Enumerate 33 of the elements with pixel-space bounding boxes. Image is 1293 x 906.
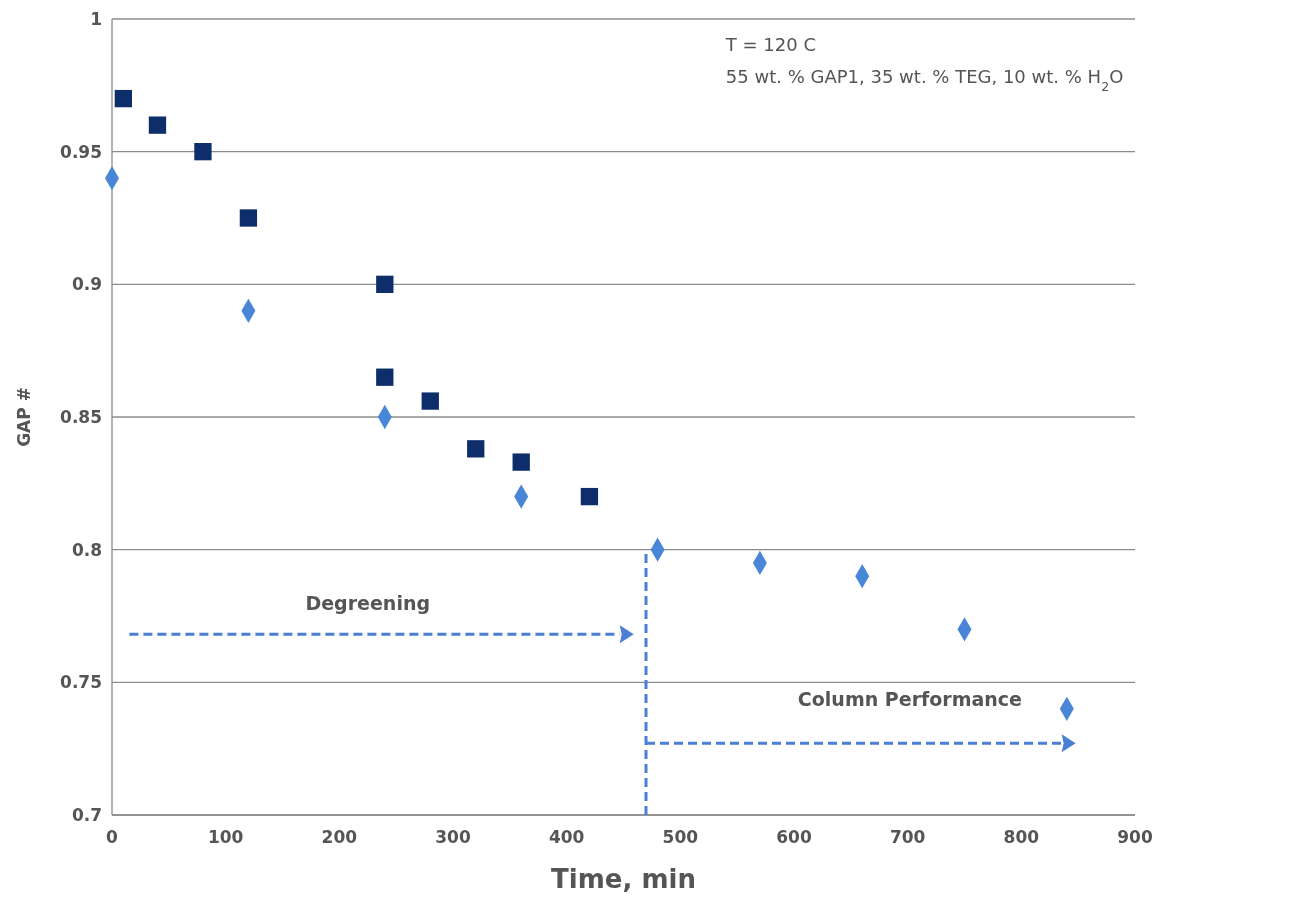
point — [512, 453, 530, 471]
point — [376, 275, 394, 293]
y-axis-title: GAP # — [14, 387, 34, 447]
point — [376, 368, 394, 386]
x-tick-label: 100 — [207, 827, 244, 847]
x-tick-label: 800 — [1003, 827, 1040, 847]
point — [114, 89, 133, 108]
y-tick-label: 0.7 — [71, 804, 102, 825]
annotation: 55 wt. % GAP1, 35 wt. % TEG, 10 wt. % H$_{2}$O — [725, 66, 1124, 94]
y-tick-label: 0.85 — [60, 406, 102, 427]
point — [239, 209, 258, 227]
point — [580, 487, 599, 506]
y-tick-label: 1 — [90, 8, 102, 29]
x-tick-label: 0 — [106, 827, 119, 847]
y-tick-label: 0.75 — [60, 672, 102, 693]
annotation: Degreening — [305, 592, 431, 615]
point — [467, 440, 485, 458]
point — [421, 392, 439, 410]
point — [194, 143, 212, 161]
x-tick-label: 400 — [548, 827, 585, 847]
x-tick-label: 900 — [1117, 827, 1153, 847]
point — [148, 116, 167, 134]
y-tick-label: 0.9 — [71, 274, 102, 295]
y-tick-label: 0.95 — [60, 141, 102, 162]
x-tick-label: 600 — [776, 827, 812, 847]
y-tick-label: 0.8 — [71, 539, 102, 560]
x-axis-title: Time, min — [551, 864, 696, 894]
x-tick-label: 700 — [889, 827, 926, 847]
x-tick-label: 200 — [321, 827, 358, 847]
annotation: Column Performance — [797, 687, 1023, 710]
annotation: T = 120 C — [724, 34, 816, 55]
x-tick-label: 300 — [435, 827, 471, 847]
x-tick-label: 500 — [662, 827, 699, 847]
